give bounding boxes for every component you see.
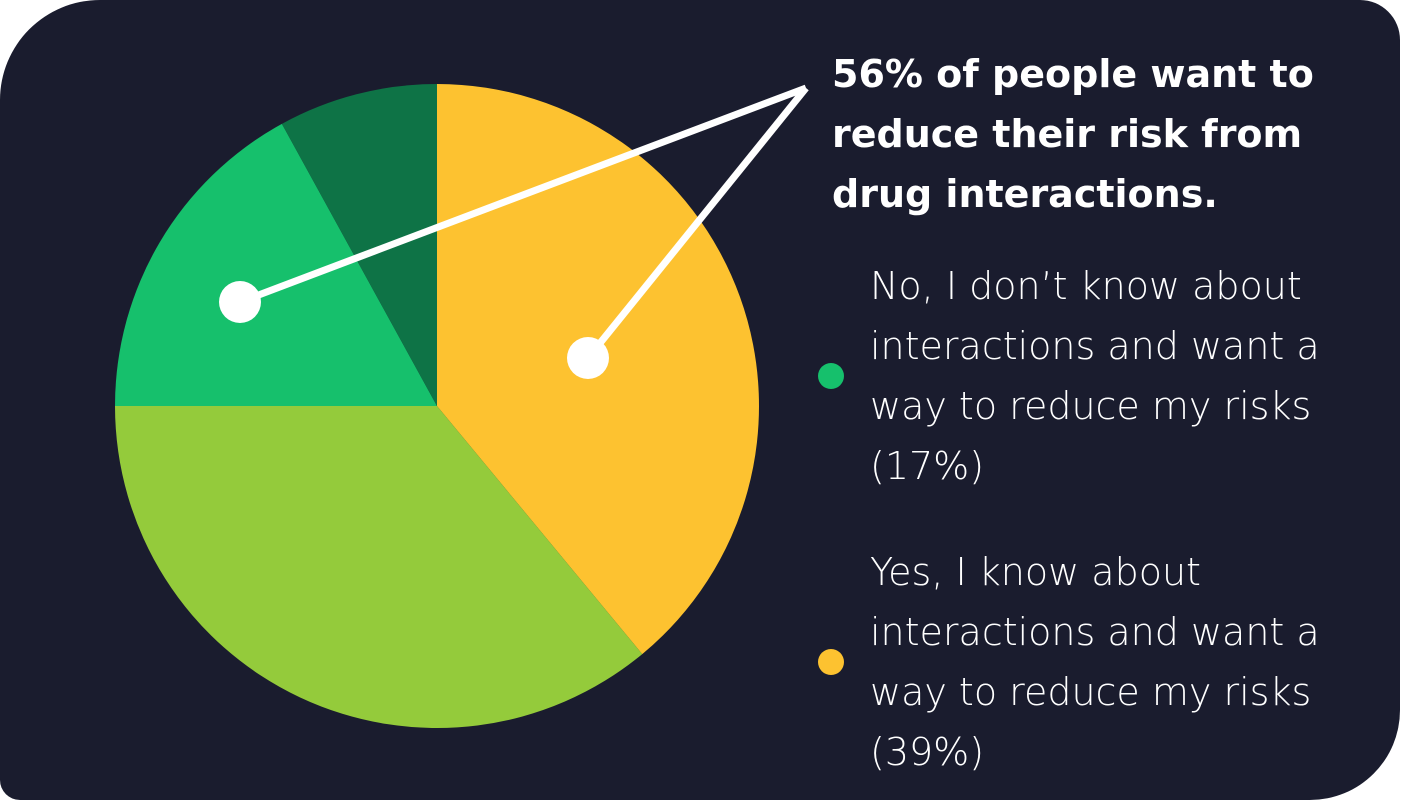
- pie-slice-2: [115, 123, 437, 406]
- legend-label: No, I don’t know about interactions and …: [870, 264, 1320, 488]
- legend-dot-yellow: [818, 649, 844, 675]
- legend-dot-green: [818, 363, 844, 389]
- callout-line-1: [585, 85, 809, 361]
- callout-dot-0: [219, 281, 261, 323]
- pie-slice-1: [115, 406, 643, 728]
- legend-label: Yes, I know about interactions and want …: [870, 550, 1320, 774]
- legend-item-no: No, I don’t know about interactions and …: [818, 256, 1340, 496]
- legend-item-yes: Yes, I know about interactions and want …: [818, 542, 1340, 782]
- callout-line-0: [238, 84, 808, 306]
- headline: 56% of people want to reduce their risk …: [832, 52, 1314, 216]
- callout-dot-1: [567, 337, 609, 379]
- pie-slice-3: [281, 84, 437, 406]
